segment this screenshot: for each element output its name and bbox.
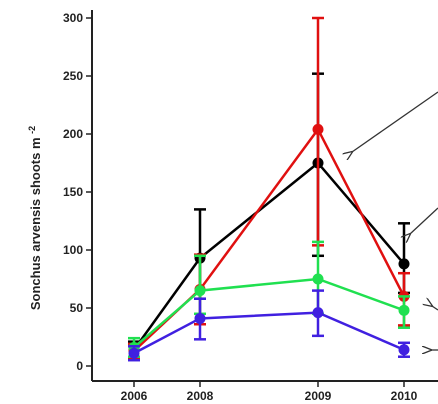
- y-tick-label: 300: [63, 11, 83, 25]
- data-point: [312, 123, 324, 135]
- data-point: [398, 304, 410, 316]
- series-line: [133, 311, 405, 355]
- annotation-arrow-1: [410, 207, 438, 234]
- y-tick-label: 50: [70, 301, 84, 315]
- x-tick-label: 2008: [187, 389, 214, 403]
- annotations-layer: [352, 91, 438, 350]
- y-axis-title: Sonchus arvensis shoots m -2: [27, 126, 43, 310]
- y-tick-label: 150: [63, 185, 83, 199]
- y-axis-label: Sonchus arvensis shoots m -2: [27, 126, 43, 310]
- data-point: [398, 258, 410, 270]
- series-layer: [128, 16, 410, 362]
- y-axis-label-superscript: -2: [27, 126, 37, 134]
- y-tick-label: 200: [63, 127, 83, 141]
- data-point: [128, 347, 140, 359]
- y-tick-label: 100: [63, 243, 83, 257]
- series-1: [128, 16, 410, 360]
- data-point: [194, 285, 206, 297]
- data-point: [312, 307, 324, 319]
- data-point: [312, 273, 324, 285]
- annotation-arrow-2: [432, 306, 438, 311]
- data-point: [398, 344, 410, 356]
- x-tick-label: 2009: [305, 389, 332, 403]
- y-axis-label-text: Sonchus arvensis shoots m: [28, 137, 43, 310]
- data-point: [194, 312, 206, 324]
- series-line: [132, 161, 405, 351]
- x-tick-label: 2006: [121, 389, 148, 403]
- series-line: [133, 277, 405, 349]
- axes: 0 50 100 150 200 250 300 2006 2008 2009 2010: [63, 10, 438, 403]
- y-tick-label: 250: [63, 69, 83, 83]
- y-tick-label: 0: [76, 359, 83, 373]
- annotation-arrow-0: [352, 91, 438, 152]
- x-tick-label: 2010: [391, 389, 418, 403]
- series-3: [128, 289, 410, 362]
- series-line: [133, 126, 406, 352]
